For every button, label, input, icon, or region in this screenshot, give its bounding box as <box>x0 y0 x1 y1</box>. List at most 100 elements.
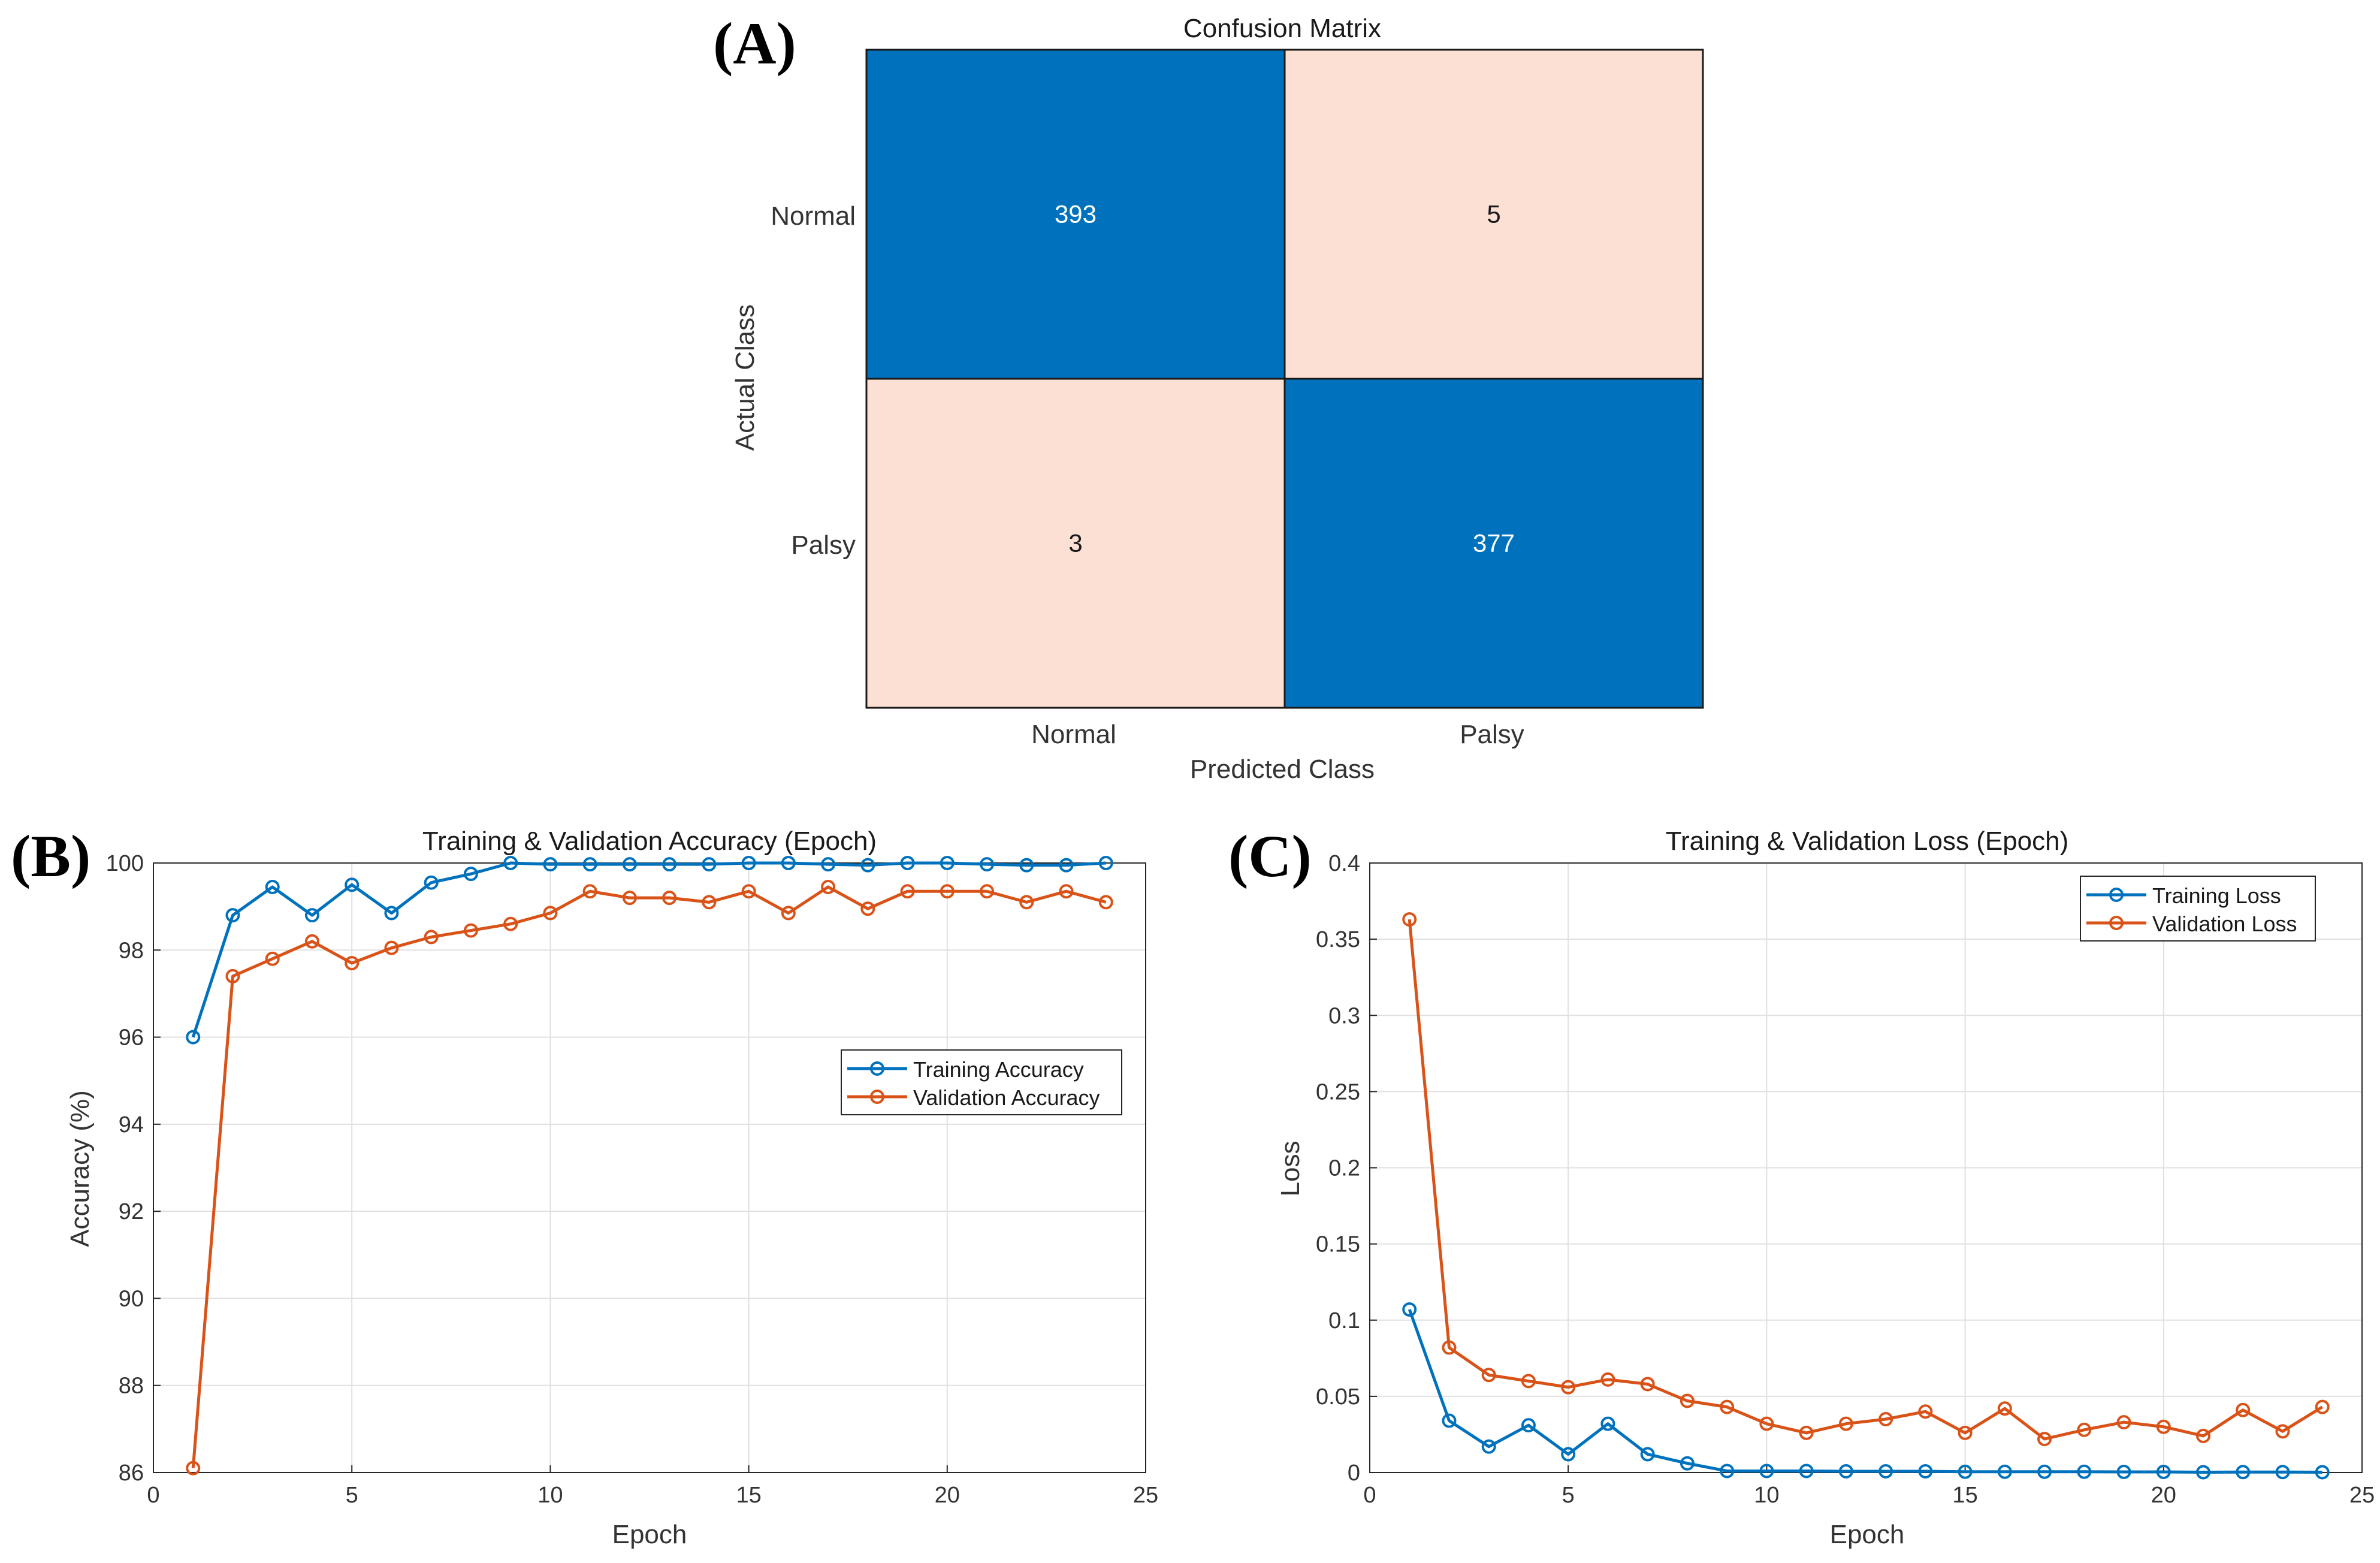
cm-y-tick-0: Normal <box>771 201 856 231</box>
acc-series-0-point-1 <box>225 908 240 923</box>
acc-series-0-point-0 <box>186 1030 201 1045</box>
acc-series-0-point-3 <box>304 908 319 923</box>
acc-legend: Training Accuracy Validation Accuracy <box>841 1049 1122 1115</box>
cm-y-tick-1: Palsy <box>791 530 856 560</box>
loss-series-0-point-12 <box>1878 1464 1893 1478</box>
acc-title: Training & Validation Accuracy (Epoch) <box>422 826 877 856</box>
loss-series-1-point-12 <box>1878 1412 1893 1427</box>
cm-xlabel: Predicted Class <box>1190 755 1375 784</box>
cm-ylabel: Actual Class <box>730 304 760 451</box>
acc-series-1-point-6 <box>424 930 439 945</box>
loss-legend-marker-0 <box>2109 888 2124 902</box>
acc-ytick-6: 98 <box>119 938 144 963</box>
loss-series-0-point-21 <box>2236 1465 2251 1480</box>
acc-ytick-2: 90 <box>119 1286 144 1311</box>
acc-series-0-point-9 <box>543 857 558 872</box>
loss-title: Training & Validation Loss (Epoch) <box>1666 826 2069 856</box>
cm-y-tick-labels: Normal Palsy <box>771 201 856 560</box>
cm-cell-value-1-0: 3 <box>1068 529 1082 557</box>
acc-ytick-0: 86 <box>119 1461 144 1486</box>
loss-series-1-point-3 <box>1521 1374 1536 1389</box>
acc-series-0-point-12 <box>662 857 677 872</box>
loss-series-0-point-13 <box>1918 1464 1933 1478</box>
cm-cells: 393 5 3 377 <box>865 49 1704 709</box>
acc-series-0-point-10 <box>582 857 597 872</box>
loss-grid <box>1369 862 2363 1473</box>
acc-series-0-point-21 <box>1019 858 1034 873</box>
acc-xtick-1: 5 <box>346 1483 358 1508</box>
acc-axes-box <box>153 862 1146 1473</box>
acc-series-0-point-20 <box>980 857 995 872</box>
loss-series-1-point-18 <box>2116 1415 2131 1430</box>
loss-series-1-point-0 <box>1402 912 1417 927</box>
loss-series-1-point-7 <box>1680 1393 1695 1408</box>
loss-series-1-point-15 <box>1997 1401 2012 1416</box>
panel-label-c: (C) <box>1228 823 1312 889</box>
loss-series-line-0 <box>1408 1309 2322 1474</box>
acc-xtick-2: 10 <box>537 1483 563 1508</box>
loss-legend-marker-1 <box>2109 916 2124 930</box>
loss-series-0-point-23 <box>2315 1465 2330 1480</box>
loss-series-1-point-4 <box>1561 1380 1576 1395</box>
loss-xtick-0: 0 <box>1363 1483 1376 1508</box>
loss-ytick-0: 0 <box>1348 1461 1360 1486</box>
loss-series-0-point-20 <box>2196 1465 2211 1480</box>
loss-legend-box <box>2080 876 2316 942</box>
loss-series-1-point-16 <box>2037 1432 2052 1447</box>
cm-cell-value-0-0: 393 <box>1055 200 1097 228</box>
acc-series-1-point-18 <box>900 884 915 899</box>
acc-series-0-point-11 <box>622 857 637 872</box>
loss-ytick-4: 0.2 <box>1328 1156 1360 1181</box>
loss-ytick-5: 0.25 <box>1316 1079 1360 1105</box>
acc-ylabel: Accuracy (%) <box>65 1090 95 1247</box>
loss-series-1-point-13 <box>1918 1404 1933 1419</box>
acc-series-1-point-7 <box>463 923 478 938</box>
loss-series-0-point-11 <box>1838 1464 1853 1478</box>
loss-series-1-point-6 <box>1640 1377 1655 1392</box>
loss-ytick-1: 0.05 <box>1316 1384 1360 1410</box>
acc-series-1-point-17 <box>860 901 875 916</box>
acc-series-1-point-15 <box>781 906 796 921</box>
loss-ytick-6: 0.3 <box>1328 1003 1360 1028</box>
acc-xlabel: Epoch <box>612 1520 687 1549</box>
loss-series-0-point-10 <box>1799 1464 1814 1478</box>
cm-cell-0-0 <box>865 49 1286 380</box>
cm-x-tick-1: Palsy <box>1460 720 1524 749</box>
acc-series-0-point-13 <box>702 857 717 872</box>
panel-label-a: (A) <box>713 10 796 77</box>
acc-ytick-7: 100 <box>106 851 144 876</box>
loss-series-1-point-1 <box>1442 1340 1457 1355</box>
acc-series-1-point-9 <box>543 906 558 921</box>
loss-xtick-4: 20 <box>2151 1483 2176 1508</box>
confusion-matrix: Confusion Matrix 393 5 3 377 Normal Palsy N… <box>730 14 1704 784</box>
acc-xtick-4: 20 <box>935 1483 960 1508</box>
loss-legend-label-0: Training Loss <box>2152 883 2281 908</box>
acc-series-0-point-4 <box>345 877 360 892</box>
loss-legend-label-1: Validation Loss <box>2152 912 2297 936</box>
acc-xtick-0: 0 <box>147 1483 159 1508</box>
loss-series-1-point-8 <box>1720 1399 1735 1414</box>
loss-series-0-point-3 <box>1521 1418 1536 1433</box>
loss-xtick-1: 5 <box>1562 1483 1575 1508</box>
cm-cell-value-1-1: 377 <box>1473 529 1515 557</box>
acc-ytick-4: 94 <box>119 1112 144 1137</box>
acc-series-0-point-17 <box>860 858 875 873</box>
loss-series <box>1402 912 2330 1480</box>
acc-series-1-point-23 <box>1098 895 1113 910</box>
acc-grid <box>153 862 1146 1473</box>
acc-series-1-point-16 <box>821 879 836 894</box>
acc-series-0-point-5 <box>384 906 399 921</box>
loss-series-0-point-0 <box>1402 1302 1417 1317</box>
acc-legend-label-1: Validation Accuracy <box>913 1085 1100 1110</box>
cm-title: Confusion Matrix <box>1183 14 1381 43</box>
loss-ytick-7: 0.35 <box>1316 927 1360 952</box>
acc-series-1-point-1 <box>225 968 240 983</box>
loss-series-1-point-14 <box>1958 1425 1973 1440</box>
loss-xtick-2: 10 <box>1754 1483 1779 1508</box>
loss-series-line-1 <box>1408 919 2324 1441</box>
loss-series-0-point-2 <box>1481 1439 1496 1454</box>
loss-series-0-point-4 <box>1561 1447 1576 1462</box>
loss-series-1-point-9 <box>1759 1416 1774 1431</box>
acc-series-0-point-16 <box>821 857 836 872</box>
